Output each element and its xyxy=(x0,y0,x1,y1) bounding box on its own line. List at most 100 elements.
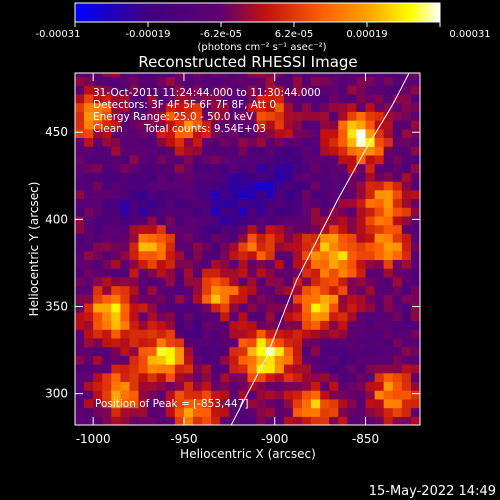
heatmap-cell xyxy=(256,102,267,112)
heatmap-cell xyxy=(75,172,85,182)
heatmap-cell xyxy=(247,93,258,104)
heatmap-cell xyxy=(365,146,376,156)
heatmap-cell xyxy=(329,128,339,139)
heatmap-cell xyxy=(383,233,394,243)
heatmap-cell xyxy=(111,390,121,400)
heatmap-cell xyxy=(111,337,121,348)
heatmap-cell xyxy=(401,224,412,234)
heatmap-cell xyxy=(274,172,285,182)
heatmap-cell xyxy=(347,207,358,217)
heatmap-cell xyxy=(338,398,348,409)
heatmap-cell xyxy=(247,303,258,313)
heatmap-cell xyxy=(292,76,303,86)
heatmap-cell xyxy=(356,303,367,313)
heatmap-cell xyxy=(311,285,321,295)
heatmap-cell xyxy=(111,172,121,182)
heatmap-cell xyxy=(183,181,194,191)
heatmap-cell xyxy=(229,73,240,78)
heatmap-cell xyxy=(274,242,285,252)
heatmap-cell xyxy=(401,76,412,86)
heatmap-cell xyxy=(311,294,321,304)
heatmap-cell xyxy=(356,416,367,425)
heatmap-cell xyxy=(211,250,221,261)
heatmap-cell xyxy=(211,76,221,86)
heatmap-cell xyxy=(392,93,403,104)
heatmap-cell xyxy=(238,233,249,243)
heatmap-cell xyxy=(84,102,94,112)
heatmap-cell xyxy=(356,224,367,234)
heatmap-cell xyxy=(84,416,94,425)
heatmap-cell xyxy=(383,181,394,191)
heatmap-cell xyxy=(147,163,158,173)
heatmap-cell xyxy=(329,146,339,156)
heatmap-cell xyxy=(147,102,158,112)
heatmap-cell xyxy=(347,337,358,348)
heatmap-cell xyxy=(102,146,112,156)
colorbar-tick-label: -6.2e-05 xyxy=(200,29,242,40)
heatmap-cell xyxy=(410,294,420,304)
heatmap-cell xyxy=(84,154,94,165)
heatmap-cell xyxy=(292,355,303,365)
heatmap-cell xyxy=(183,390,194,400)
heatmap-cell xyxy=(283,137,294,147)
heatmap-cell xyxy=(220,250,230,261)
heatmap-cell xyxy=(301,364,312,374)
heatmap-cell xyxy=(129,355,140,365)
heatmap-cell xyxy=(347,128,358,139)
y-axis-label: Heliocentric Y (arcsec) xyxy=(27,182,41,317)
annotation-peak: Position of Peak = [-853,447] xyxy=(95,398,249,410)
heatmap-cell xyxy=(238,294,249,304)
heatmap-cell xyxy=(329,163,339,173)
heatmap-cell xyxy=(174,390,185,400)
heatmap-cell xyxy=(183,398,194,409)
heatmap-cell xyxy=(392,73,403,78)
heatmap-cell xyxy=(211,120,221,130)
heatmap-cell xyxy=(165,259,176,269)
heatmap-cell xyxy=(75,120,85,130)
heatmap-cell xyxy=(301,111,312,121)
heatmap-cell xyxy=(183,329,194,339)
heatmap-cell xyxy=(329,364,339,374)
heatmap-cell xyxy=(283,364,294,374)
heatmap-cell xyxy=(174,120,185,130)
heatmap-cell xyxy=(156,215,167,226)
heatmap-cell xyxy=(147,320,158,330)
heatmap-cell xyxy=(211,407,221,417)
heatmap-cell xyxy=(265,303,276,313)
heatmap-cell xyxy=(365,242,376,252)
heatmap-cell xyxy=(392,294,403,304)
heatmap-cell xyxy=(229,224,240,234)
heatmap-cell xyxy=(238,250,249,261)
heatmap-cell xyxy=(220,93,230,104)
heatmap-cell xyxy=(75,76,85,86)
annotation-energy: Energy Range: 25.0 - 50.0 keV xyxy=(93,111,254,123)
heatmap-cell xyxy=(265,320,276,330)
heatmap-cell xyxy=(202,294,212,304)
heatmap-cell xyxy=(202,224,212,234)
heatmap-cell xyxy=(183,120,194,130)
heatmap-cell xyxy=(129,276,140,287)
heatmap-cell xyxy=(392,285,403,295)
heatmap-cell xyxy=(138,329,149,339)
heatmap-cell xyxy=(338,137,348,147)
heatmap-cell xyxy=(193,329,203,339)
heatmap-cell xyxy=(156,311,167,322)
heatmap-cell xyxy=(365,268,376,278)
heatmap-cell xyxy=(256,311,267,322)
heatmap-cell xyxy=(193,85,203,95)
heatmap-cell xyxy=(311,276,321,287)
heatmap-cell xyxy=(265,390,276,400)
heatmap-cell xyxy=(383,372,394,383)
heatmap-cell xyxy=(193,250,203,261)
heatmap-cell xyxy=(256,320,267,330)
heatmap-cell xyxy=(265,73,276,78)
heatmap-cell xyxy=(174,416,185,425)
heatmap-cell xyxy=(311,390,321,400)
heatmap-cell xyxy=(365,355,376,365)
heatmap-cell xyxy=(183,259,194,269)
heatmap-cell xyxy=(401,364,412,374)
heatmap-cell xyxy=(193,163,203,173)
heatmap-cell xyxy=(165,320,176,330)
heatmap-cell xyxy=(365,181,376,191)
heatmap-cell xyxy=(256,364,267,374)
